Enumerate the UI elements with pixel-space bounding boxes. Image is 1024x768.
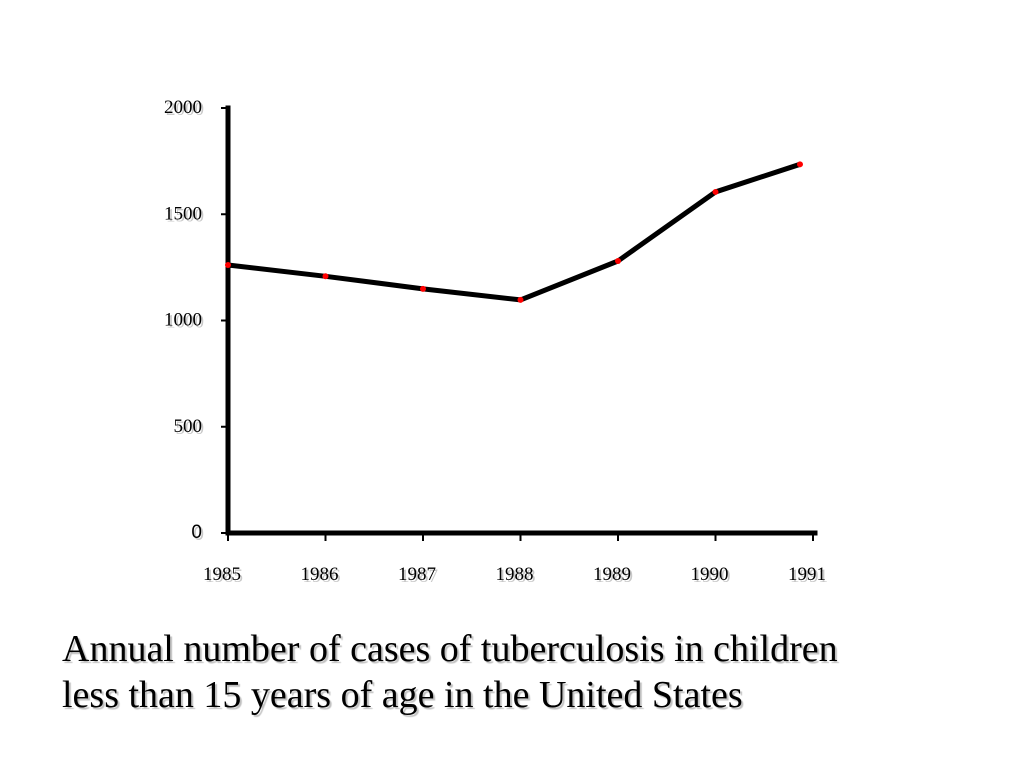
x-tick-label: 1986 (301, 564, 339, 585)
series-line (225, 161, 803, 303)
y-tick-label: 0 (191, 522, 202, 543)
y-tick-label-shadow: 0 (193, 524, 204, 545)
x-tick-label: 1985 (203, 564, 241, 585)
x-tick-label: 1988 (496, 564, 534, 585)
caption-line-1: Annual number of cases of tuberculosis i… (62, 628, 838, 670)
data-point (615, 258, 621, 264)
y-tick-label-shadow: 2000 (166, 99, 204, 120)
y-tick-label-shadow: 1000 (166, 312, 204, 333)
data-point (420, 285, 426, 292)
series-lines (225, 161, 803, 303)
data-point (797, 161, 803, 168)
y-tick-label: 2000 (164, 97, 202, 118)
data-point (322, 273, 329, 280)
x-tick-label: 1991 (788, 564, 826, 585)
caption-line-2: less than 15 years of age in the United … (62, 674, 743, 716)
y-tick-label: 1000 (164, 310, 202, 331)
x-tick-label-shadow: 1987 (400, 566, 438, 587)
data-point (517, 296, 524, 303)
x-tick-label: 1990 (691, 564, 729, 585)
data-point (712, 188, 719, 195)
x-tick-label: 1989 (593, 564, 631, 585)
x-tick-label: 1987 (398, 564, 436, 585)
y-tick-label: 1500 (164, 203, 202, 224)
y-tick-label: 500 (174, 416, 203, 437)
chart-caption: Annual number of cases of tuberculosis i… (62, 626, 1012, 718)
series-markers (225, 161, 803, 303)
x-tick-label-shadow: 1989 (595, 566, 633, 587)
x-tick-label-shadow: 1986 (303, 566, 341, 587)
y-tick-label-shadow: 1500 (166, 205, 204, 226)
x-tick-label-shadow: 1991 (790, 566, 828, 587)
y-tick-label-shadow: 500 (176, 418, 205, 439)
x-tick-label-shadow: 1988 (498, 566, 536, 587)
x-tick-label-shadow: 1990 (693, 566, 731, 587)
x-tick-label-shadow: 1985 (205, 566, 243, 587)
data-point (225, 262, 231, 269)
